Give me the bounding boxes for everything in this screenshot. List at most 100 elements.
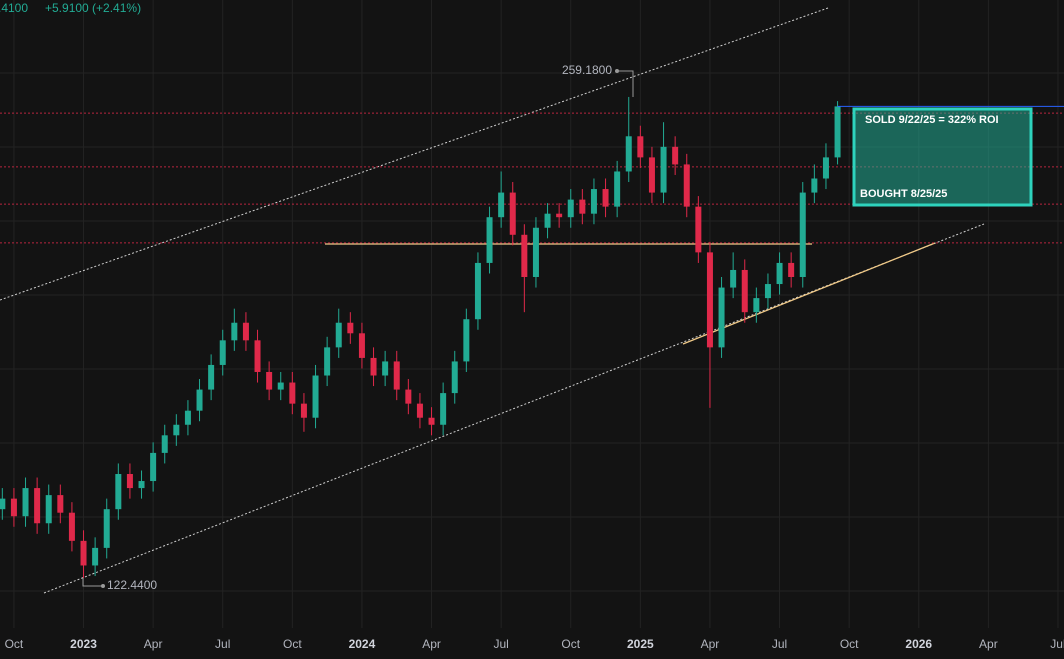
candle-body <box>324 347 331 376</box>
candle-body <box>196 389 203 411</box>
candle-body <box>741 269 748 313</box>
high-label: 259.1800 <box>562 63 612 77</box>
candle-body <box>138 481 145 489</box>
candle-body <box>45 495 52 524</box>
x-axis: Oct 2023 Apr Jul Oct 2024 Apr Jul Oct 2025 Apr Jul O… <box>5 637 1064 651</box>
trend-line <box>682 242 936 345</box>
candle-body <box>753 298 760 313</box>
candle-body <box>428 417 435 425</box>
candle-body <box>126 474 133 489</box>
x-tick-label: Oct <box>840 637 859 651</box>
candle-body <box>440 393 447 425</box>
candle-body <box>115 474 122 510</box>
bought-label: BOUGHT 8/25/25 <box>860 188 947 200</box>
x-tick-label: Jul <box>215 637 230 651</box>
candle-body <box>150 452 157 482</box>
candle-body <box>648 157 655 193</box>
candle-body <box>231 322 238 341</box>
candle-body <box>416 403 423 418</box>
x-tick-label: Apr <box>701 637 720 651</box>
candle-body <box>532 227 539 278</box>
sold-label: SOLD 9/22/25 = 322% ROI <box>865 114 999 126</box>
candle-body <box>614 171 621 207</box>
candle-body <box>370 357 377 376</box>
leader-line <box>617 70 634 97</box>
candle-body <box>822 157 829 179</box>
candle-body <box>706 252 713 348</box>
levels <box>0 112 1064 244</box>
candle-body <box>788 262 795 278</box>
candle-body <box>718 287 725 348</box>
header-price: .4100 <box>0 1 28 15</box>
x-tick-label: 2026 <box>905 637 932 651</box>
x-tick-label: 2025 <box>627 637 654 651</box>
candle-body <box>660 146 667 193</box>
x-tick-label: Jul <box>493 637 508 651</box>
candle-body <box>544 213 551 228</box>
candle-body <box>498 192 505 218</box>
candle-body <box>521 234 528 278</box>
low-label: 122.4400 <box>107 578 157 592</box>
candle-body <box>254 340 261 372</box>
header-change: +5.9100 (+2.41%) <box>45 1 141 15</box>
candle-body <box>695 206 702 253</box>
candle-body <box>799 192 806 278</box>
candle-body <box>637 136 644 158</box>
candle-body <box>184 410 191 425</box>
candle-body <box>277 382 284 390</box>
candle-body <box>57 495 64 513</box>
x-tick-label: Oct <box>561 637 580 651</box>
candle-body <box>672 146 679 165</box>
candle-body <box>208 364 215 390</box>
candle-body <box>22 488 29 517</box>
candle-body <box>103 509 110 548</box>
candle-body <box>683 164 690 207</box>
candle-body <box>834 106 841 158</box>
x-tick-label: Apr <box>422 637 441 651</box>
candle-body <box>68 512 75 541</box>
x-tick-label: Jul <box>772 637 787 651</box>
x-tick-label: Apr <box>144 637 163 651</box>
grid <box>0 0 1064 628</box>
x-tick-label: Oct <box>5 637 24 651</box>
candle-body <box>625 136 632 172</box>
candle-body <box>567 199 574 218</box>
candle-body <box>289 382 296 404</box>
candle-body <box>0 498 6 510</box>
candle-body <box>80 540 87 566</box>
candle-body <box>776 262 783 285</box>
candle-body <box>300 403 307 418</box>
candle-body <box>382 361 389 376</box>
candle-body <box>730 269 737 288</box>
candle-body <box>393 361 400 390</box>
leader-dot <box>101 584 105 588</box>
x-tick-label: Oct <box>283 637 302 651</box>
candle-body <box>266 371 273 390</box>
candle-body <box>602 189 609 207</box>
candle-body <box>509 192 516 235</box>
leader-dot <box>615 69 619 73</box>
candle-body <box>463 319 470 362</box>
candle-body <box>405 389 412 404</box>
candles <box>0 96 1064 578</box>
candle-body <box>219 340 226 365</box>
candle-body <box>92 547 99 566</box>
candle-body <box>579 199 586 214</box>
candle-body <box>173 424 180 436</box>
candle-body <box>556 213 563 218</box>
candle-body <box>312 375 319 418</box>
candle-body <box>764 284 771 299</box>
candle-body <box>161 435 168 453</box>
trade-box <box>852 107 1033 207</box>
x-tick-label: 2024 <box>349 637 376 651</box>
x-tick-label: Apr <box>979 637 998 651</box>
annotations: 259.1800 122.4400 SOLD 9/22/25 = 322% RO… <box>0 1 1033 592</box>
drawings <box>0 7 985 594</box>
candle-body <box>335 322 342 348</box>
candle-body <box>358 333 365 358</box>
candle-body <box>347 322 354 334</box>
x-tick-label: 2023 <box>70 637 97 651</box>
